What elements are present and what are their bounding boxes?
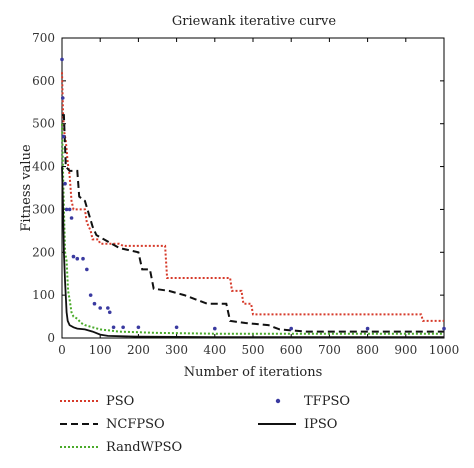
series-tfpso-point	[67, 207, 72, 212]
x-tick-label: 700	[318, 343, 341, 357]
y-tick-label: 300	[32, 202, 55, 216]
series-tfpso	[60, 57, 446, 331]
series-tfpso-point	[69, 216, 74, 220]
y-tick-label: 500	[32, 117, 55, 131]
legend-label-randwpso: RandWPSO	[106, 440, 182, 455]
y-tick-label: 0	[47, 331, 55, 345]
series-tfpso-point	[121, 325, 125, 330]
y-axis-ticks: 0 100 200 300 400 500 600 700	[32, 31, 444, 345]
chart-title: Griewank iterative curve	[172, 14, 337, 29]
series-ncfpso-line	[62, 114, 444, 333]
y-tick-label: 600	[32, 74, 55, 88]
series-randwpso-line	[61, 123, 444, 335]
series-tfpso-point	[61, 134, 66, 139]
x-tick-label: 100	[89, 343, 112, 357]
series-tfpso-point	[60, 57, 64, 62]
y-axis-title: Fitness value	[19, 144, 34, 232]
y-tick-label: 200	[32, 245, 55, 259]
x-axis-title: Number of iterations	[184, 365, 323, 380]
series-tfpso-point	[365, 326, 370, 331]
y-tick-label: 400	[32, 160, 55, 174]
legend-label-ncfpso: NCFPSO	[106, 417, 165, 432]
series-tfpso-point	[88, 293, 93, 297]
legend-label-ipso: IPSO	[304, 417, 337, 432]
series-tfpso-point	[136, 325, 141, 330]
legend-label-tfpso: TFPSO	[304, 394, 350, 409]
series-tfpso-point	[60, 96, 65, 100]
series-tfpso-point	[85, 267, 89, 272]
series-pso-line	[61, 72, 444, 322]
series-tfpso-point	[92, 301, 97, 306]
series-tfpso-point	[75, 256, 80, 261]
series-tfpso-point	[81, 256, 85, 261]
x-tick-label: 400	[203, 343, 226, 357]
series-tfpso-point	[289, 326, 294, 331]
y-tick-label: 700	[32, 31, 55, 45]
x-tick-label: 500	[242, 343, 265, 357]
series-tfpso-point	[98, 306, 102, 310]
legend-label-pso: PSO	[106, 394, 134, 409]
x-tick-label: 600	[280, 343, 303, 357]
x-tick-label: 800	[356, 343, 379, 357]
series-tfpso-point	[442, 326, 446, 331]
series-tfpso-point	[106, 306, 110, 310]
series-tfpso-point	[63, 181, 67, 186]
series-tfpso-point	[213, 326, 217, 331]
series-tfpso-point	[107, 310, 112, 315]
y-tick-label: 100	[32, 288, 55, 302]
series-layer	[60, 57, 446, 338]
x-tick-label: 1000	[429, 343, 460, 357]
series-tfpso-point	[111, 325, 116, 330]
series-ipso-line	[61, 166, 444, 338]
x-tick-label: 300	[165, 343, 188, 357]
x-axis-ticks: 0 100 200 300 400 500 600 700 800 900 1000	[58, 38, 459, 357]
x-tick-label: 0	[58, 343, 66, 357]
plot-frame	[61, 37, 445, 339]
x-tick-label: 200	[127, 343, 150, 357]
series-tfpso-point	[64, 207, 69, 212]
x-tick-label: 900	[394, 343, 417, 357]
legend-marker-tfpso	[275, 398, 281, 404]
legend: PSO NCFPSO RandWPSO TFPSO IPSO	[60, 394, 350, 455]
series-tfpso-point	[71, 254, 76, 259]
series-tfpso-point	[174, 325, 179, 330]
